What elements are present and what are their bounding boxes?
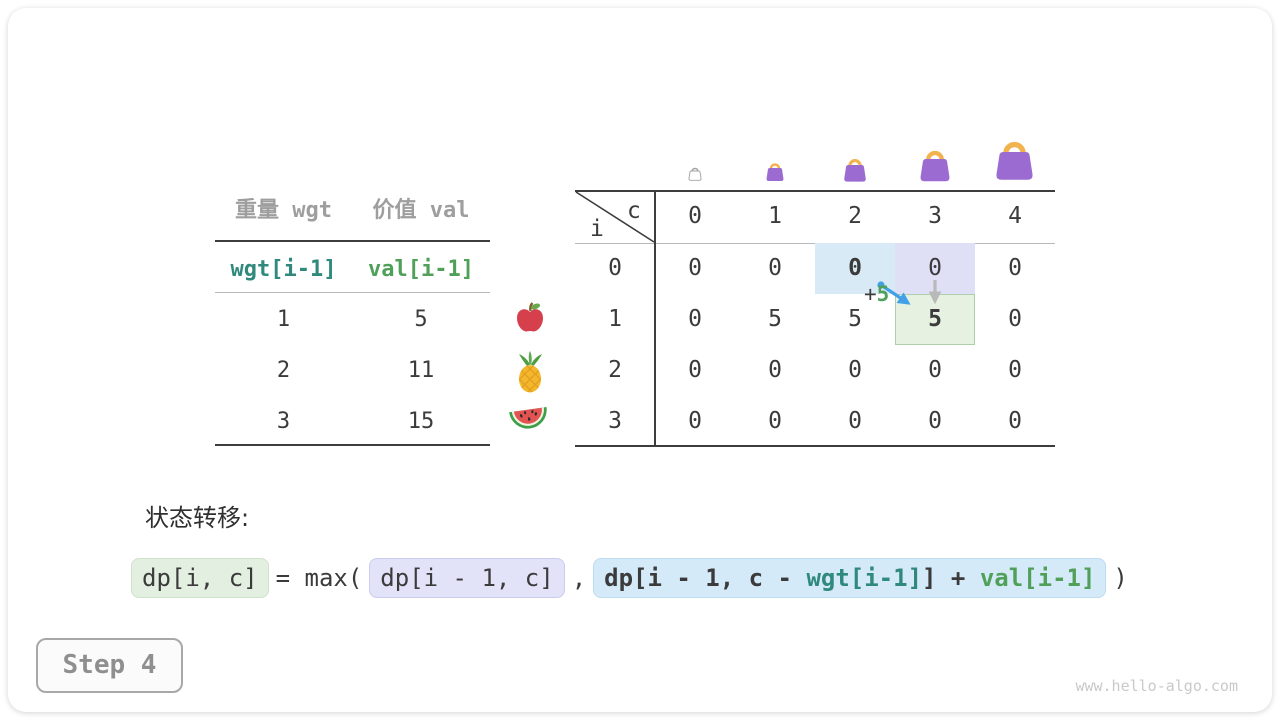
corner-row-var: i — [590, 216, 604, 242]
dp-cell-3-1: 0 — [768, 408, 782, 434]
dp-cell-2-0: 0 — [688, 357, 702, 383]
bag-icon-capacity-0 — [688, 167, 702, 181]
col-label-0: 0 — [688, 203, 702, 229]
formula-arg1-box: dp[i - 1, c] — [369, 558, 565, 598]
items-index-val: val[i-1] — [368, 257, 474, 282]
dp-cell-2-1: 0 — [768, 357, 782, 383]
dp-cell-2-3: 0 — [928, 357, 942, 383]
items-table-mid-rule — [215, 292, 490, 293]
step-badge: Step 4 — [36, 638, 183, 693]
row-label-0: 0 — [608, 255, 622, 281]
dp-cell-3-3: 0 — [928, 408, 942, 434]
dp-cell-0-2: 0 — [848, 255, 862, 281]
row-label-1: 1 — [608, 306, 622, 332]
dp-cell-1-2: 5 — [848, 306, 862, 332]
dp-cell-2-4: 0 — [1008, 357, 1022, 383]
col-label-2: 2 — [848, 203, 862, 229]
item-row-2-val: 11 — [407, 358, 435, 383]
transition-add-annotation: +5 — [864, 284, 889, 305]
dp-table-vertical-rule — [654, 190, 656, 447]
dp-cell-1-0: 0 — [688, 306, 702, 332]
item-row-3-val: 15 — [407, 409, 435, 434]
items-index-wgt: wgt[i-1] — [230, 257, 337, 282]
dp-table: c i 0 1 2 3 4 0 1 2 3 0 0 0 0 0 0 5 5 5 … — [575, 190, 1055, 447]
item-row-1-val: 5 — [414, 307, 428, 332]
arg2-wgt-part: wgt[i-1] — [806, 564, 923, 592]
dp-cell-2-2: 0 — [848, 357, 862, 383]
formula-arg2-box: dp[i - 1, c - wgt[i-1]] + val[i-1] — [593, 558, 1107, 598]
dp-cell-3-4: 0 — [1008, 408, 1022, 434]
dp-cell-3-2: 0 — [848, 408, 862, 434]
item-row-2-wgt: 2 — [276, 358, 291, 383]
pineapple-icon — [518, 351, 543, 393]
bag-icon-capacity-3 — [920, 150, 950, 182]
bag-icon-capacity-4 — [996, 141, 1033, 180]
items-header-value: 价值 val — [372, 198, 470, 223]
watermark: www.hello-algo.com — [1075, 677, 1238, 695]
formula-eq-max: = max( — [275, 564, 363, 592]
dp-cell-0-4: 0 — [1008, 255, 1022, 281]
plus-sign: + — [864, 282, 877, 306]
formula-close-paren: ) — [1113, 564, 1128, 592]
dp-cell-3-0: 0 — [688, 408, 702, 434]
arg2-dp-part: dp[i - 1, c - — [604, 564, 807, 592]
dp-cell-1-3: 5 — [928, 306, 942, 332]
corner-diagonal-line — [575, 191, 655, 243]
dp-cell-0-1: 0 — [768, 255, 782, 281]
arg2-bracket-part: ] + — [922, 564, 980, 592]
items-table-bottom-rule — [215, 444, 490, 446]
transition-section-label: 状态转移: — [145, 504, 250, 532]
row-label-3: 3 — [608, 408, 622, 434]
item-row-3-wgt: 3 — [276, 409, 291, 434]
state-transition-formula: dp[i, c] = max( dp[i - 1, c] , dp[i - 1,… — [131, 558, 1128, 598]
items-table: 重量 wgt 价值 val wgt[i-1] val[i-1] 1 5 2 11… — [215, 195, 490, 449]
col-label-3: 3 — [928, 203, 942, 229]
items-table-top-rule — [215, 240, 490, 242]
col-label-4: 4 — [1008, 203, 1022, 229]
col-label-1: 1 — [768, 203, 782, 229]
added-value: 5 — [876, 282, 890, 306]
dp-cell-1-4: 0 — [1008, 306, 1022, 332]
corner-col-var: c — [627, 198, 641, 224]
dp-cell-1-1: 5 — [768, 306, 782, 332]
arg2-val-part: val[i-1] — [979, 564, 1096, 592]
watermelon-icon — [509, 407, 547, 429]
bag-icon-capacity-2 — [844, 159, 866, 182]
dp-table-bottom-rule — [575, 445, 1055, 447]
formula-lhs-box: dp[i, c] — [131, 558, 269, 598]
items-header-weight: 重量 wgt — [235, 198, 332, 223]
formula-comma: , — [571, 564, 587, 592]
dp-cell-0-0: 0 — [688, 255, 702, 281]
dp-table-top-rule — [575, 190, 1055, 192]
item-row-1-wgt: 1 — [276, 307, 291, 332]
dp-cell-0-3: 0 — [928, 255, 942, 281]
apple-icon — [517, 302, 543, 332]
bag-icon-capacity-1 — [766, 163, 784, 181]
row-label-2: 2 — [608, 357, 622, 383]
